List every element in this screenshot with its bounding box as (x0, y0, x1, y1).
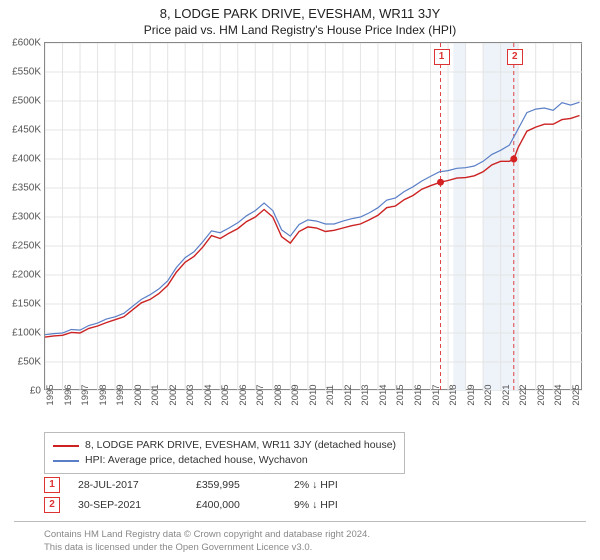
y-tick-label: £600K (12, 38, 41, 49)
x-tick-label: 2019 (466, 384, 477, 405)
sale-vs-hpi: 2% ↓ HPI (294, 479, 404, 491)
sale-marker-label: 2 (44, 497, 60, 513)
plot-area: £0£50K£100K£150K£200K£250K£300K£350K£400… (44, 42, 582, 390)
x-tick-label: 2007 (255, 384, 266, 405)
sale-vs-hpi: 9% ↓ HPI (294, 499, 404, 511)
x-tick-label: 2010 (308, 384, 319, 405)
separator-line (14, 521, 586, 522)
x-tick-label: 2002 (168, 384, 179, 405)
legend: 8, LODGE PARK DRIVE, EVESHAM, WR11 3JY (… (44, 432, 405, 474)
footer-line-2: This data is licensed under the Open Gov… (44, 541, 582, 554)
legend-swatch (53, 445, 79, 447)
y-tick-label: £100K (12, 328, 41, 339)
y-tick-label: £300K (12, 212, 41, 223)
footer-attribution: Contains HM Land Registry data © Crown c… (44, 528, 582, 554)
legend-swatch (53, 460, 79, 462)
x-tick-label: 2013 (360, 384, 371, 405)
x-tick-label: 2004 (203, 384, 214, 405)
y-tick-label: £500K (12, 96, 41, 107)
legend-row: HPI: Average price, detached house, Wych… (53, 453, 396, 468)
chart-svg (45, 43, 583, 391)
x-tick-label: 2016 (413, 384, 424, 405)
y-tick-label: £550K (12, 67, 41, 78)
sale-marker-dot (510, 156, 517, 163)
x-tick-label: 2008 (273, 384, 284, 405)
chart-titles: 8, LODGE PARK DRIVE, EVESHAM, WR11 3JY P… (0, 0, 600, 37)
sales-table: 1 28-JUL-2017 £359,995 2% ↓ HPI 2 30-SEP-2021… (44, 475, 582, 515)
x-tick-label: 2024 (553, 384, 564, 405)
x-tick-label: 2025 (571, 384, 582, 405)
x-tick-label: 1997 (80, 384, 91, 405)
title-line-1: 8, LODGE PARK DRIVE, EVESHAM, WR11 3JY (8, 6, 592, 21)
y-tick-label: £0 (30, 386, 41, 397)
y-tick-label: £400K (12, 154, 41, 165)
legend-row: 8, LODGE PARK DRIVE, EVESHAM, WR11 3JY (… (53, 438, 396, 453)
x-tick-label: 2005 (220, 384, 231, 405)
x-tick-label: 2021 (501, 384, 512, 405)
x-tick-label: 2020 (483, 384, 494, 405)
sale-date: 30-SEP-2021 (78, 499, 178, 511)
x-tick-label: 2022 (518, 384, 529, 405)
x-tick-label: 1999 (115, 384, 126, 405)
y-tick-label: £450K (12, 125, 41, 136)
y-tick-label: £150K (12, 299, 41, 310)
x-tick-label: 2000 (133, 384, 144, 405)
sale-marker-dot (437, 179, 444, 186)
sale-date: 28-JUL-2017 (78, 479, 178, 491)
legend-label: HPI: Average price, detached house, Wych… (85, 453, 308, 468)
legend-label: 8, LODGE PARK DRIVE, EVESHAM, WR11 3JY (… (85, 438, 396, 453)
x-tick-label: 2012 (343, 384, 354, 405)
x-tick-label: 2018 (448, 384, 459, 405)
x-tick-label: 2006 (238, 384, 249, 405)
x-tick-label: 2009 (290, 384, 301, 405)
title-line-2: Price paid vs. HM Land Registry's House … (8, 23, 592, 37)
sales-table-row: 2 30-SEP-2021 £400,000 9% ↓ HPI (44, 495, 582, 515)
x-tick-label: 2001 (150, 384, 161, 405)
x-tick-label: 2023 (536, 384, 547, 405)
x-tick-label: 2017 (431, 384, 442, 405)
x-tick-label: 2014 (378, 384, 389, 405)
x-tick-label: 1996 (63, 384, 74, 405)
x-tick-label: 2011 (325, 385, 336, 405)
footer-line-1: Contains HM Land Registry data © Crown c… (44, 528, 582, 541)
x-tick-label: 1995 (45, 384, 56, 405)
sale-marker-label: 1 (44, 477, 60, 493)
y-tick-label: £200K (12, 270, 41, 281)
sale-price: £359,995 (196, 479, 276, 491)
y-tick-label: £250K (12, 241, 41, 252)
x-tick-label: 2015 (395, 384, 406, 405)
sale-marker-label: 2 (507, 49, 523, 65)
sale-price: £400,000 (196, 499, 276, 511)
y-tick-label: £350K (12, 183, 41, 194)
sales-table-row: 1 28-JUL-2017 £359,995 2% ↓ HPI (44, 475, 582, 495)
y-tick-label: £50K (18, 357, 41, 368)
sale-marker-label: 1 (434, 49, 450, 65)
x-tick-label: 1998 (98, 384, 109, 405)
chart-container: 8, LODGE PARK DRIVE, EVESHAM, WR11 3JY P… (0, 0, 600, 560)
x-tick-label: 2003 (185, 384, 196, 405)
